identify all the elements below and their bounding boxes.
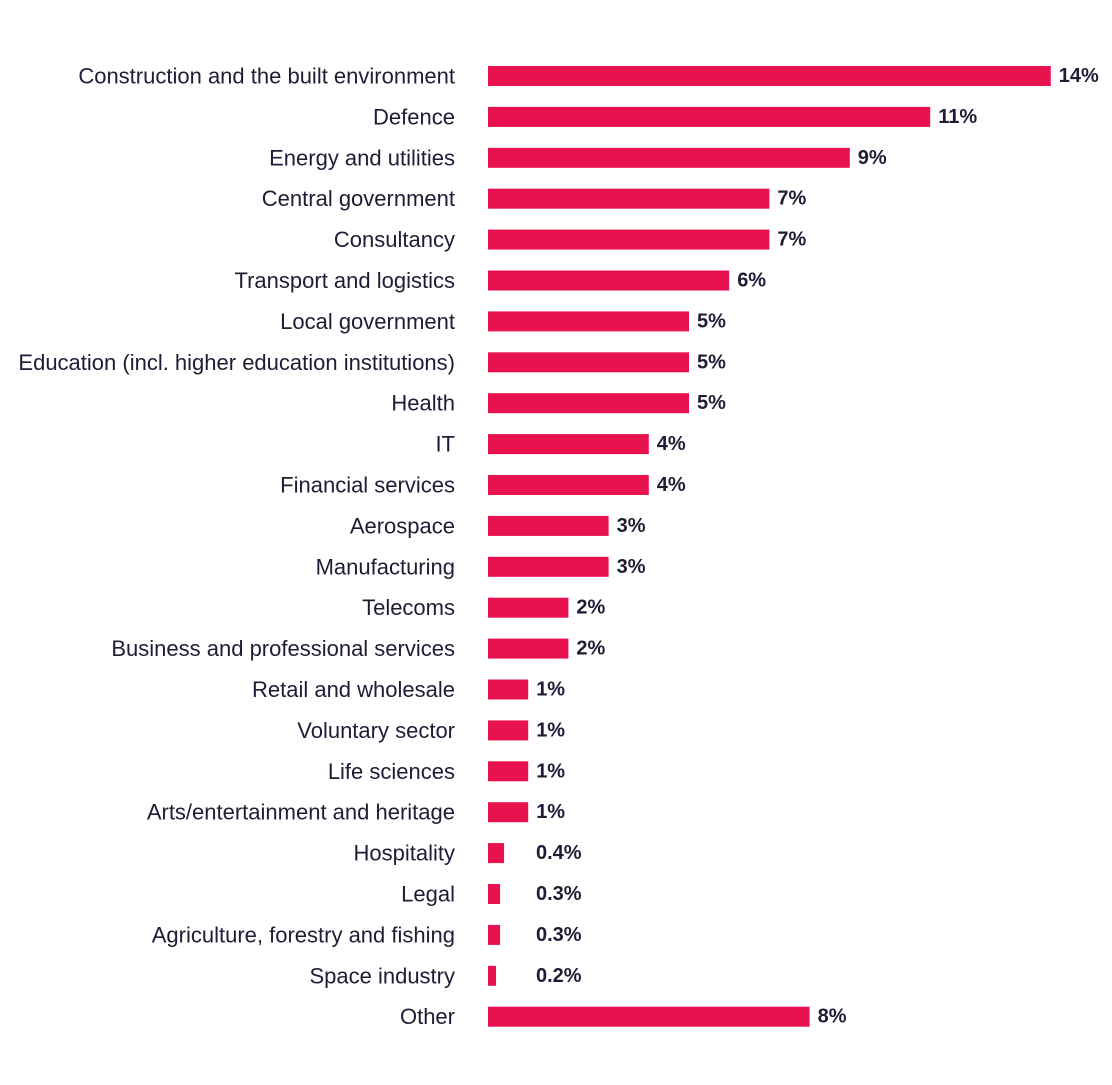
value-label: 0.4%: [536, 842, 582, 864]
value-label: 9%: [858, 147, 887, 169]
bar: [488, 843, 505, 864]
bar: [488, 270, 730, 291]
category-label: Manufacturing: [316, 554, 455, 579]
category-label: Construction and the built environment: [78, 64, 455, 89]
value-label: 1%: [536, 801, 565, 823]
bar: [488, 229, 770, 250]
bar: [488, 597, 569, 618]
category-label: Financial services: [280, 473, 455, 498]
category-label: Consultancy: [334, 227, 455, 252]
category-label: Life sciences: [328, 759, 455, 784]
category-label: Local government: [280, 309, 455, 334]
value-label: 0.2%: [536, 965, 582, 987]
value-label: 5%: [697, 351, 726, 373]
bar: [488, 720, 529, 741]
bar: [488, 311, 689, 332]
category-label: Space industry: [309, 963, 455, 988]
value-label: 0.3%: [536, 924, 582, 946]
bar: [488, 352, 689, 373]
bar: [488, 393, 689, 414]
value-label: 8%: [818, 1006, 847, 1028]
bar: [488, 188, 770, 209]
category-label: IT: [435, 432, 455, 457]
category-label: Health: [391, 391, 455, 416]
bar: [488, 679, 529, 700]
category-label: Business and professional services: [111, 636, 455, 661]
category-label: Other: [400, 1004, 455, 1029]
category-label: Transport and logistics: [234, 268, 455, 293]
value-label: 1%: [536, 679, 565, 701]
bar: [488, 638, 569, 659]
value-label: 5%: [697, 310, 726, 332]
value-label: 14%: [1059, 65, 1099, 87]
category-label: Voluntary sector: [297, 718, 455, 743]
value-label: 5%: [697, 392, 726, 414]
value-label: 6%: [737, 270, 766, 292]
category-label: Central government: [262, 186, 455, 211]
bar: [488, 515, 609, 536]
bar: [488, 924, 501, 945]
value-label: 11%: [938, 106, 977, 128]
category-label: Hospitality: [354, 841, 455, 866]
value-label: 4%: [657, 433, 686, 455]
category-label: Defence: [373, 104, 455, 129]
bar: [488, 106, 931, 127]
category-label: Telecoms: [362, 595, 455, 620]
bar: [488, 475, 649, 495]
value-label: 2%: [576, 638, 605, 660]
value-label: 2%: [576, 597, 605, 619]
category-label: Education (incl. higher education instit…: [18, 350, 455, 375]
value-label: 7%: [777, 229, 806, 251]
bar: [488, 147, 850, 168]
value-label: 3%: [617, 556, 646, 578]
bar: [488, 1006, 810, 1027]
category-label: Aerospace: [350, 513, 455, 538]
bar: [488, 802, 529, 823]
category-label: Arts/entertainment and heritage: [147, 800, 455, 825]
bar: [488, 965, 497, 986]
category-label: Retail and wholesale: [252, 677, 455, 702]
category-label: Agriculture, forestry and fishing: [152, 922, 455, 947]
value-label: 7%: [777, 188, 806, 210]
bar: [488, 66, 1051, 86]
bar: [488, 761, 529, 782]
bar: [488, 556, 609, 577]
value-label: 0.3%: [536, 883, 582, 905]
bar: [488, 884, 501, 904]
bar: [488, 434, 649, 455]
value-label: 1%: [536, 760, 565, 782]
value-label: 4%: [657, 474, 686, 496]
category-label: Energy and utilities: [269, 145, 455, 170]
value-label: 1%: [536, 719, 565, 741]
value-label: 3%: [617, 515, 646, 537]
category-label: Legal: [401, 882, 455, 907]
